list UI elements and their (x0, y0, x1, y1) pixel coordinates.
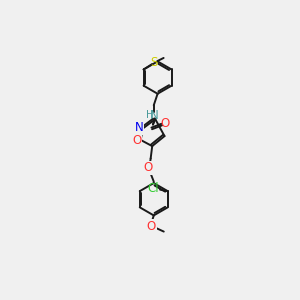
Text: O: O (144, 161, 153, 174)
Text: N: N (150, 109, 159, 122)
Text: N: N (135, 121, 143, 134)
Text: O: O (132, 134, 141, 147)
Text: Cl: Cl (147, 182, 159, 195)
Text: O: O (147, 220, 156, 233)
Text: H: H (146, 110, 154, 120)
Text: S: S (151, 56, 158, 69)
Text: O: O (161, 117, 170, 130)
